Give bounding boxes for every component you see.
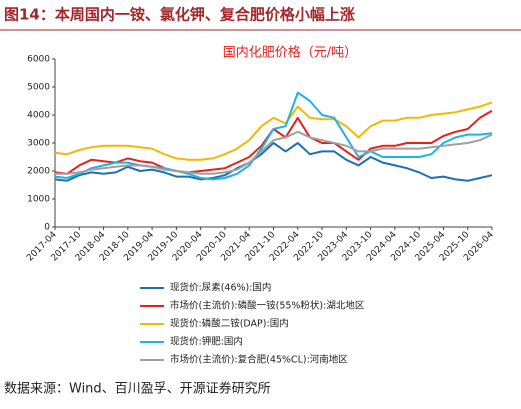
series-line [54,101,493,161]
y-tick-label: 6000 [27,55,50,65]
y-tick-label: 1000 [27,195,50,205]
y-tick-label: 4000 [27,111,50,121]
chart-title: 国内化肥价格（元/吨） [223,45,357,61]
y-tick-label: 3000 [27,139,50,149]
y-tick-label: 5000 [27,83,50,93]
y-tick-label: 2000 [27,167,50,177]
legend-label: 现货价:钾肥:国内 [170,336,243,348]
figure-title: 图14：本周国内一铵、氯化钾、复合肥价格小幅上涨 [4,6,355,24]
y-tick-label: 0 [44,223,50,233]
series-line [54,91,493,181]
legend-label: 市场价(主流价):磷酸一铵(55%粉状):湖北地区 [170,300,365,312]
series-line [55,130,493,175]
source: 数据来源：Wind、百川盈孚、开源证券研究所 [4,381,271,397]
series-line [54,142,493,182]
legend-label: 现货价:尿素(46%):国内 [170,282,271,294]
legend-label: 市场价(主流价):复合肥(45%CL):河南地区 [170,354,348,366]
legend-label: 现货价:磷酸二铵(DAP):国内 [170,318,289,330]
